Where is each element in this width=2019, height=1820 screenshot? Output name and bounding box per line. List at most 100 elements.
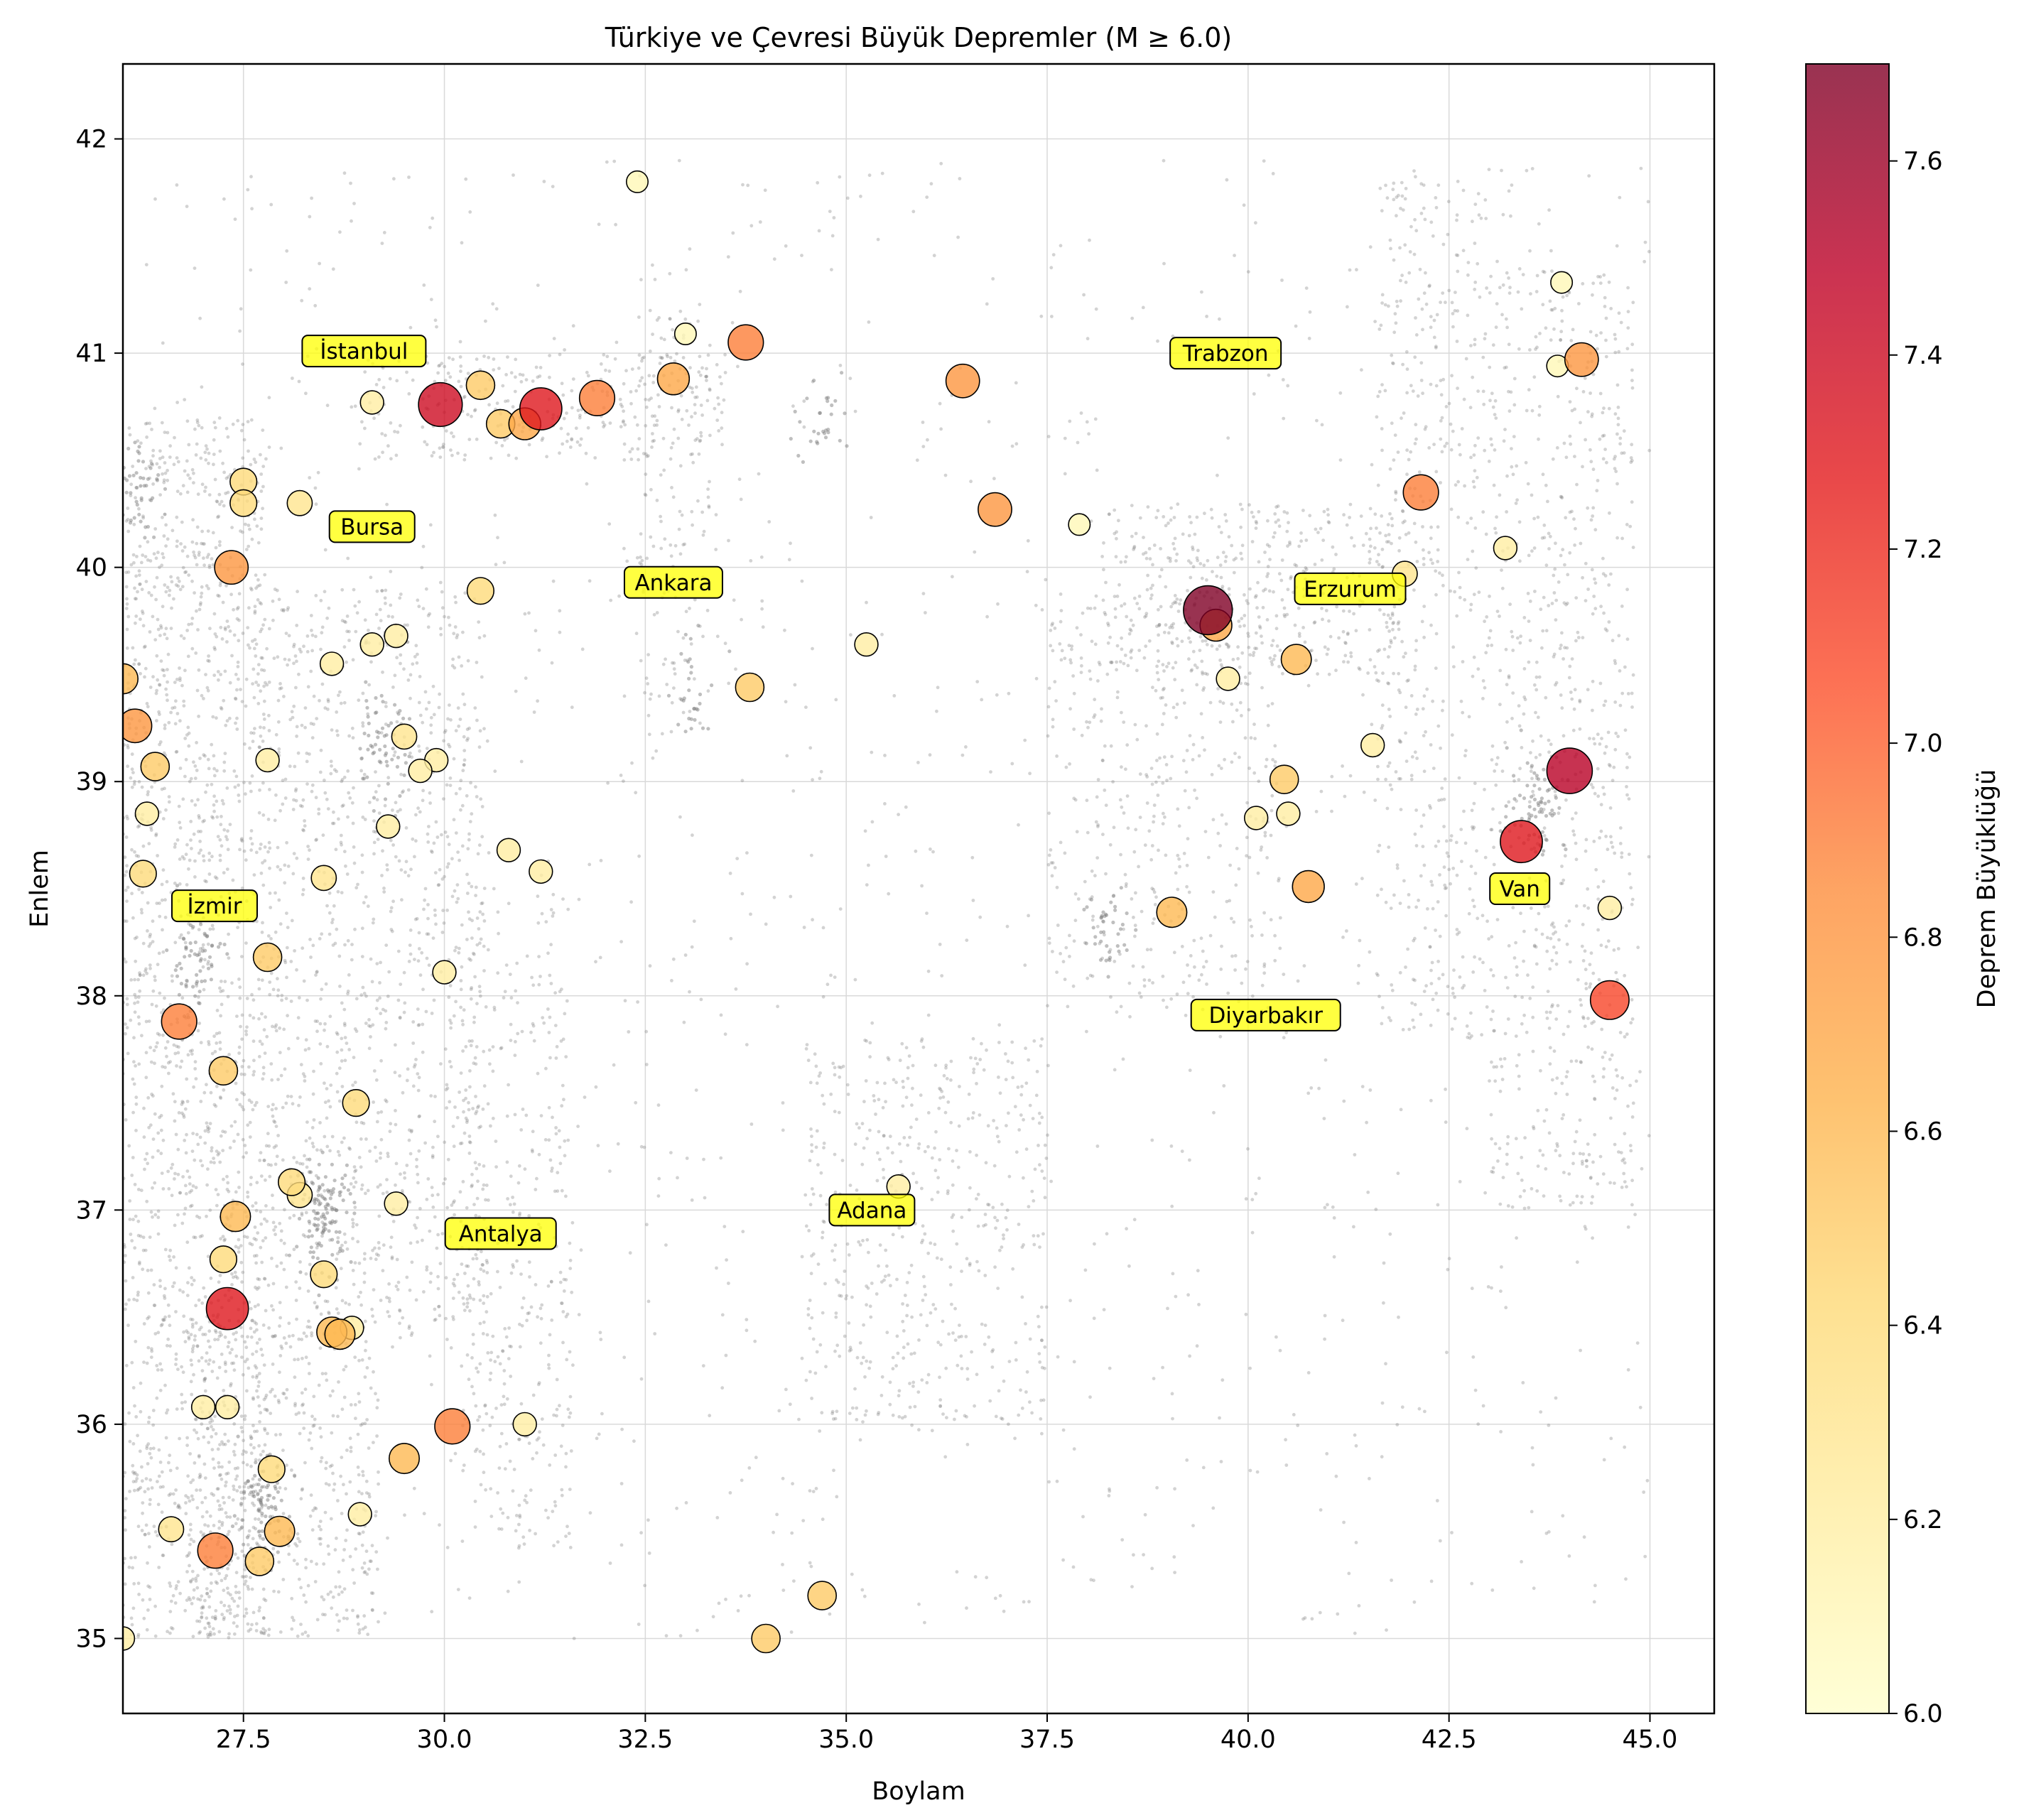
background-event bbox=[158, 1362, 163, 1366]
background-event bbox=[215, 1009, 220, 1012]
background-event bbox=[958, 1085, 961, 1088]
background-event bbox=[321, 1613, 325, 1617]
background-event bbox=[285, 840, 288, 845]
background-event bbox=[312, 1069, 315, 1073]
background-event bbox=[561, 897, 565, 901]
background-event bbox=[908, 1382, 911, 1385]
background-event bbox=[158, 1033, 161, 1037]
background-event bbox=[277, 1400, 281, 1404]
background-event bbox=[198, 602, 202, 607]
background-event bbox=[1050, 874, 1054, 878]
background-event bbox=[285, 975, 288, 980]
background-event bbox=[345, 1617, 349, 1620]
background-event bbox=[1182, 852, 1186, 855]
background-event bbox=[323, 1613, 327, 1617]
background-event bbox=[965, 1367, 970, 1371]
background-event bbox=[158, 740, 163, 744]
background-event bbox=[421, 1238, 424, 1242]
background-event bbox=[303, 819, 306, 823]
background-event bbox=[205, 1121, 209, 1125]
background-event bbox=[211, 816, 215, 820]
background-event bbox=[453, 948, 457, 953]
background-event bbox=[189, 1480, 193, 1485]
background-event bbox=[400, 791, 404, 794]
background-event bbox=[1138, 816, 1142, 819]
background-event bbox=[340, 1048, 344, 1052]
background-event bbox=[818, 1193, 823, 1198]
background-event bbox=[345, 1608, 349, 1613]
background-event bbox=[207, 851, 212, 855]
background-event bbox=[1151, 981, 1154, 985]
background-event bbox=[1040, 1305, 1044, 1309]
background-event bbox=[1120, 805, 1124, 809]
background-event bbox=[128, 1490, 132, 1493]
background-event bbox=[567, 1532, 571, 1536]
background-event bbox=[259, 472, 264, 476]
background-event bbox=[197, 1455, 201, 1459]
background-event bbox=[445, 1086, 450, 1090]
background-event bbox=[833, 1417, 838, 1421]
background-event bbox=[193, 776, 197, 781]
background-event bbox=[863, 1413, 867, 1417]
background-event bbox=[531, 983, 536, 987]
background-event bbox=[462, 396, 466, 399]
background-event bbox=[271, 1024, 274, 1029]
background-event bbox=[173, 722, 178, 726]
background-event bbox=[362, 1614, 367, 1618]
background-event bbox=[352, 1165, 357, 1169]
background-event bbox=[509, 996, 514, 1000]
background-event bbox=[161, 1554, 165, 1557]
background-event bbox=[649, 396, 653, 400]
background-event bbox=[1185, 749, 1189, 752]
background-event bbox=[440, 877, 445, 881]
background-event bbox=[173, 1223, 177, 1228]
background-event bbox=[1277, 877, 1281, 881]
background-event bbox=[700, 510, 704, 514]
background-event bbox=[190, 1363, 194, 1367]
background-event bbox=[564, 1315, 568, 1318]
background-event bbox=[1095, 795, 1099, 799]
background-event bbox=[213, 1338, 217, 1342]
background-event bbox=[210, 1492, 214, 1496]
background-event bbox=[161, 928, 164, 932]
background-event bbox=[230, 981, 234, 985]
background-event bbox=[173, 1171, 177, 1176]
background-event bbox=[215, 716, 218, 720]
background-event bbox=[254, 1261, 258, 1265]
background-event bbox=[882, 1168, 885, 1171]
background-event bbox=[305, 782, 309, 786]
background-event bbox=[1059, 592, 1063, 596]
background-event bbox=[1169, 776, 1173, 781]
background-event bbox=[132, 1082, 136, 1086]
background-event bbox=[440, 931, 445, 934]
background-event bbox=[406, 678, 411, 682]
background-event bbox=[221, 1149, 225, 1152]
background-event bbox=[136, 1632, 141, 1637]
background-event bbox=[421, 425, 425, 429]
background-event bbox=[205, 1125, 210, 1129]
background-event bbox=[269, 1163, 273, 1167]
background-event bbox=[1174, 661, 1178, 665]
background-event bbox=[479, 797, 483, 801]
background-event bbox=[129, 563, 134, 567]
background-event bbox=[509, 1174, 513, 1179]
background-event bbox=[374, 790, 378, 794]
background-event bbox=[167, 1255, 171, 1259]
background-event bbox=[425, 443, 429, 447]
background-event bbox=[236, 1517, 240, 1521]
background-event bbox=[318, 1426, 322, 1430]
background-event bbox=[236, 665, 240, 668]
background-event bbox=[205, 1592, 209, 1596]
background-event bbox=[235, 688, 239, 692]
background-event bbox=[324, 982, 328, 986]
background-event bbox=[472, 1020, 476, 1024]
background-event bbox=[185, 1443, 189, 1447]
background-event bbox=[269, 1412, 273, 1415]
background-event bbox=[323, 1081, 326, 1085]
background-event bbox=[505, 1160, 509, 1164]
background-event bbox=[698, 373, 703, 377]
background-event bbox=[469, 1044, 473, 1048]
background-event bbox=[643, 690, 646, 695]
background-event bbox=[352, 587, 356, 592]
background-event bbox=[1100, 707, 1103, 711]
